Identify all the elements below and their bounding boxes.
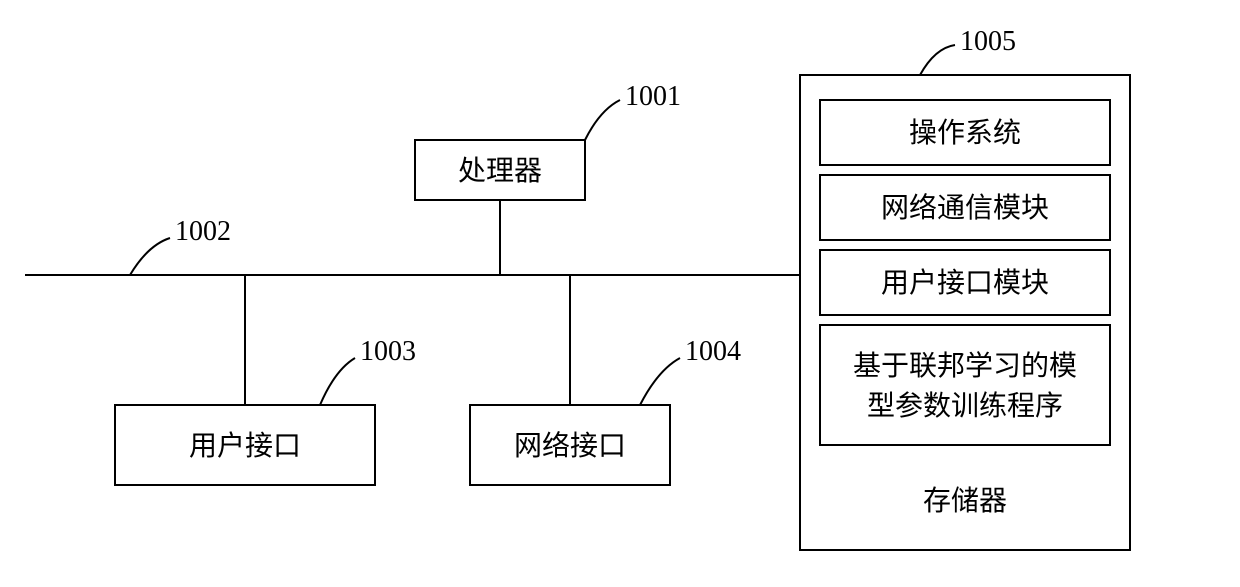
memory-item-fedlearn-line1: 基于联邦学习的模 xyxy=(853,350,1077,382)
memory-label: 存储器 xyxy=(923,485,1007,517)
user-interface-block: 用户接口 1003 xyxy=(115,336,416,485)
processor-id: 1001 xyxy=(625,81,681,112)
block-diagram: 处理器 1001 用户接口 1003 网络接口 1004 1005 操作系统 网… xyxy=(0,0,1240,587)
memory-leader xyxy=(920,45,955,75)
user-interface-id: 1003 xyxy=(360,336,416,367)
processor-leader xyxy=(585,100,620,140)
processor-block: 处理器 1001 xyxy=(415,81,681,200)
system-bus xyxy=(25,200,800,405)
network-interface-id: 1004 xyxy=(685,336,741,367)
memory-item-os-label: 操作系统 xyxy=(909,117,1021,149)
bus-label-1002-leader xyxy=(130,238,170,275)
network-interface-block: 网络接口 1004 xyxy=(470,336,741,485)
memory-item-userif-label: 用户接口模块 xyxy=(881,267,1049,299)
user-interface-leader xyxy=(320,358,355,405)
user-interface-label: 用户接口 xyxy=(189,430,301,462)
memory-item-fedlearn-line2: 型参数训练程序 xyxy=(867,390,1063,422)
memory-item-netcomm-label: 网络通信模块 xyxy=(881,192,1049,224)
memory-item-netcomm: 网络通信模块 xyxy=(820,175,1110,240)
memory-item-fedlearn: 基于联邦学习的模 型参数训练程序 xyxy=(820,325,1110,445)
bus-label-1002: 1002 xyxy=(130,216,231,275)
memory-item-userif: 用户接口模块 xyxy=(820,250,1110,315)
bus-label-1002-text: 1002 xyxy=(175,216,231,247)
network-interface-label: 网络接口 xyxy=(514,430,626,462)
memory-id: 1005 xyxy=(960,26,1016,57)
memory-item-os: 操作系统 xyxy=(820,100,1110,165)
processor-label: 处理器 xyxy=(458,155,542,187)
memory-block: 1005 操作系统 网络通信模块 用户接口模块 基于联邦学习的模 型参数训练程序… xyxy=(800,26,1130,550)
network-interface-leader xyxy=(640,358,680,405)
